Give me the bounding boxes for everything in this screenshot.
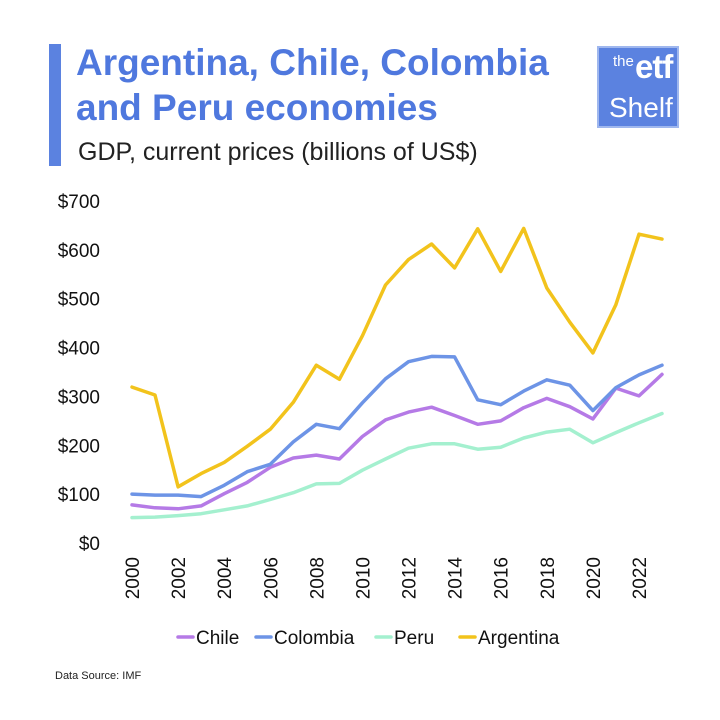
logo-shelf: Shelf xyxy=(609,92,673,123)
x-tick-label: 2020 xyxy=(584,557,605,599)
series-line-chile xyxy=(130,372,664,511)
data-source: Data Source: IMF xyxy=(55,670,142,682)
x-tick-label: 2002 xyxy=(169,557,190,599)
legend: Chile Colombia Peru Argentina xyxy=(176,628,560,649)
legend-label: Peru xyxy=(394,628,434,649)
chart-subtitle: GDP, current prices (billions of US$) xyxy=(78,138,478,166)
logo-the: the xyxy=(613,53,634,70)
legend-item-peru: Peru xyxy=(374,628,434,649)
legend-label: Colombia xyxy=(274,628,355,649)
x-tick-label: 2016 xyxy=(492,557,513,599)
x-tick-label: 2022 xyxy=(630,557,651,599)
etf-shelf-logo: the etf Shelf xyxy=(597,46,679,128)
legend-item-chile: Chile xyxy=(176,628,239,649)
x-tick-label: 2010 xyxy=(353,557,374,599)
legend-label: Argentina xyxy=(478,628,560,649)
x-tick-label: 2018 xyxy=(538,557,559,599)
y-tick-label: $200 xyxy=(58,436,100,457)
series-line-argentina xyxy=(130,226,664,489)
x-tick-label: 2012 xyxy=(400,557,421,599)
series-lines xyxy=(130,226,664,520)
x-tick-label: 2006 xyxy=(261,557,282,599)
accent-bar xyxy=(49,44,61,166)
x-tick-label: 2000 xyxy=(123,557,144,599)
y-tick-label: $500 xyxy=(58,290,100,311)
x-axis-ticks: 2000 2002 2004 2006 2008 2010 2012 2014 2016 2018… xyxy=(123,557,651,600)
y-tick-label: $600 xyxy=(58,241,100,262)
y-tick-label: $0 xyxy=(79,534,100,555)
series-line-peru xyxy=(130,411,664,520)
logo-etf: etf xyxy=(635,48,673,85)
legend-item-argentina: Argentina xyxy=(458,628,560,649)
y-axis-ticks: $0 $100 $200 $300 $400 $500 $600 $700 xyxy=(58,192,100,555)
legend-label: Chile xyxy=(196,628,239,649)
x-tick-label: 2004 xyxy=(215,557,236,600)
y-tick-label: $100 xyxy=(58,485,100,506)
series-line-colombia xyxy=(130,354,664,499)
y-tick-label: $700 xyxy=(58,192,100,213)
chart-title: Argentina, Chile, Colombia and Peru econ… xyxy=(76,42,549,128)
x-tick-label: 2008 xyxy=(307,557,328,599)
x-tick-label: 2014 xyxy=(446,557,467,600)
legend-item-colombia: Colombia xyxy=(254,628,355,649)
y-tick-label: $400 xyxy=(58,339,100,360)
y-tick-label: $300 xyxy=(58,387,100,408)
